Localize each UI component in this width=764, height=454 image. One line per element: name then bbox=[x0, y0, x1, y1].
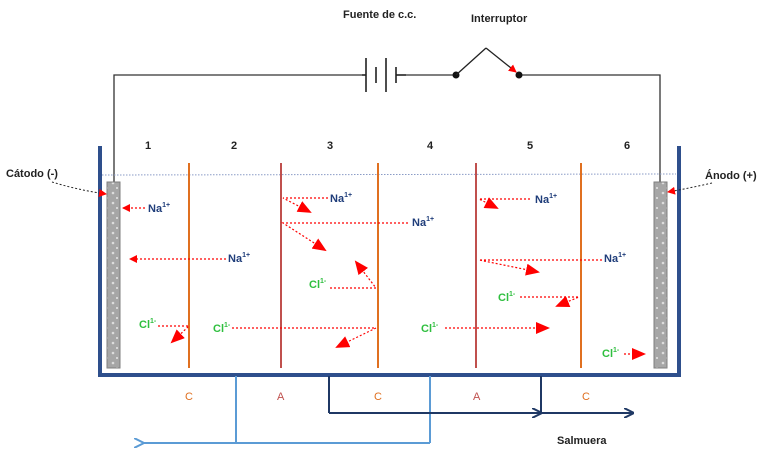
cl-arrow bbox=[158, 325, 191, 344]
compartment-number: 2 bbox=[231, 140, 237, 152]
tank bbox=[98, 146, 681, 377]
cl-ion-label: Cl1- bbox=[309, 278, 327, 291]
ion-arrows bbox=[122, 197, 646, 360]
anode-pointer bbox=[667, 182, 713, 195]
membranes bbox=[188, 163, 582, 368]
na-arrow bbox=[478, 197, 530, 209]
diluate-pipes bbox=[142, 376, 431, 443]
na-ion-label: Na1+ bbox=[604, 252, 626, 265]
cl-ion-label: Cl1- bbox=[213, 322, 231, 335]
membrane-label: A bbox=[473, 391, 481, 403]
cathode-label: Cátodo (-) bbox=[6, 168, 58, 180]
power-source-label: Fuente de c.c. bbox=[343, 9, 416, 21]
cl-arrow bbox=[330, 260, 378, 289]
na-ion-label: Na1+ bbox=[330, 192, 352, 205]
cathode-electrode bbox=[106, 181, 121, 369]
compartment-number: 3 bbox=[327, 140, 333, 152]
anode-electrode bbox=[653, 181, 668, 369]
membrane-label: C bbox=[185, 391, 193, 403]
cl-ion-label: Cl1- bbox=[498, 291, 516, 304]
cl-arrow bbox=[232, 327, 377, 348]
compartment-number: 6 bbox=[624, 140, 630, 152]
ion-labels: Na1+ Na1+ Na1+ Na1+ Na1+ Na1+ Cl1- Cl1- … bbox=[139, 192, 626, 360]
battery-icon bbox=[362, 58, 406, 92]
na-ion-label: Na1+ bbox=[148, 202, 170, 215]
cl-ion-label: Cl1- bbox=[421, 322, 439, 335]
membrane-labels: C A C A C bbox=[185, 391, 590, 403]
na-arrow bbox=[478, 259, 602, 276]
brine-pipes bbox=[328, 376, 632, 413]
na-ion-label: Na1+ bbox=[412, 216, 434, 229]
switch-icon bbox=[452, 47, 523, 79]
anode-label: Ánodo (+) bbox=[705, 169, 757, 182]
compartment-number: 1 bbox=[145, 140, 151, 152]
compartment-number: 4 bbox=[427, 140, 434, 152]
circuit-wire bbox=[113, 74, 661, 183]
na-ion-label: Na1+ bbox=[535, 193, 557, 206]
na-ion-label: Na1+ bbox=[228, 252, 250, 265]
membrane-label: C bbox=[374, 391, 382, 403]
cl-ion-label: Cl1- bbox=[139, 318, 157, 331]
cl-arrow bbox=[520, 295, 580, 308]
compartment-numbers: 1 2 3 4 5 6 bbox=[145, 140, 630, 152]
membrane-label: A bbox=[277, 391, 285, 403]
brine-label: Salmuera bbox=[557, 435, 607, 447]
cathode-pointer bbox=[51, 181, 107, 197]
membrane-label: C bbox=[582, 391, 590, 403]
na-arrow bbox=[280, 222, 408, 252]
cl-ion-label: Cl1- bbox=[602, 347, 620, 360]
na-arrow bbox=[282, 197, 328, 213]
compartment-number: 5 bbox=[527, 140, 533, 152]
switch-label: Interruptor bbox=[471, 13, 528, 25]
